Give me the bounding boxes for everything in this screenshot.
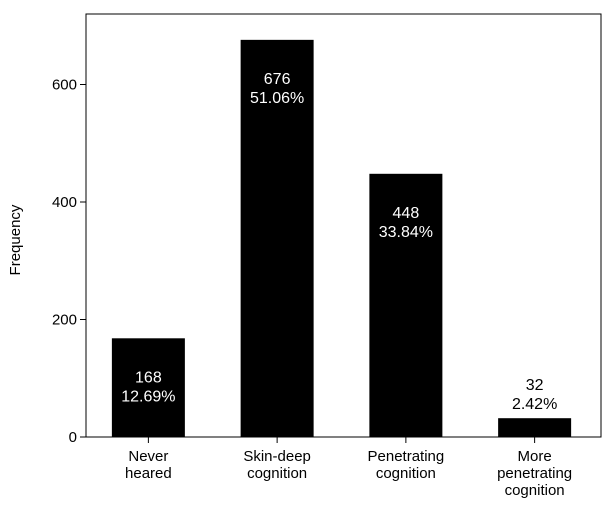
bar (369, 173, 443, 438)
bar (240, 39, 314, 437)
bar-percent-label: 51.06% (250, 90, 304, 107)
bar-value-label: 448 (393, 205, 420, 222)
x-tick-label: More penetrating cognition (497, 448, 572, 499)
y-axis: 0 200 400 600 (52, 77, 86, 446)
bar-percent-label: 12.69% (121, 388, 175, 405)
bars: 168 12.69% 676 51.06% 448 33.84% 32 2.42% (111, 39, 572, 438)
x-tick-label: Never heared (125, 448, 172, 482)
bar-value-label: 676 (264, 71, 291, 88)
x-tick-label: Penetrating cognition (368, 448, 445, 482)
y-axis-title: Frequency (7, 204, 24, 275)
bar (111, 338, 185, 437)
x-axis: Never heared Skin-deep cognition Penetrating… (125, 437, 572, 499)
y-tick-label: 600 (52, 77, 77, 94)
bar-value-label: 32 (526, 377, 544, 394)
y-tick-label: 400 (52, 194, 77, 211)
plot-frame (85, 13, 602, 438)
bar-value-label: 168 (135, 369, 162, 386)
y-tick-label: 0 (69, 429, 77, 446)
bar-percent-label: 33.84% (379, 224, 433, 241)
x-tick-label: Skin-deep cognition (243, 448, 311, 482)
bar-percent-label: 2.42% (512, 396, 557, 413)
bar (498, 418, 572, 437)
y-tick-label: 200 (52, 312, 77, 329)
